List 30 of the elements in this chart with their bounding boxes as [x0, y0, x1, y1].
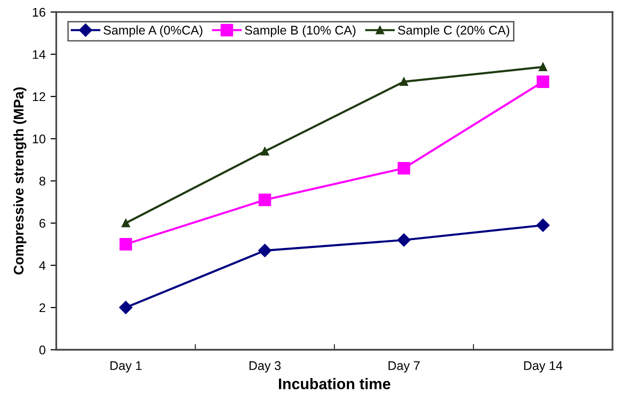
legend-label: Sample B (10% CA) — [244, 25, 356, 38]
x-tick-label: Day 7 — [388, 361, 420, 373]
y-tick-label: 14 — [32, 50, 46, 59]
point — [120, 238, 132, 250]
x-axis-title: Incubation time — [278, 378, 390, 390]
point — [397, 233, 410, 247]
point — [400, 78, 408, 86]
x-tick-label: Day 3 — [250, 361, 281, 373]
y-tick-label: 6 — [40, 218, 46, 228]
point — [122, 218, 130, 228]
point — [260, 147, 270, 156]
legend-label: Sample A (0%CA) — [104, 25, 202, 38]
y-tick-label: 12 — [32, 92, 46, 102]
x-tick-label: Day 14 — [524, 361, 562, 373]
point — [538, 62, 548, 72]
y-axis-title: Compressive strength (MPa) — [13, 87, 26, 274]
y-tick-label: 2 — [40, 303, 46, 312]
point — [258, 244, 272, 258]
x-tick-label: Day 1 — [110, 361, 142, 373]
point — [398, 162, 410, 174]
point — [258, 194, 272, 206]
point — [536, 75, 550, 88]
y-tick-label: 10 — [32, 134, 46, 144]
y-tick-label: 0 — [39, 346, 46, 354]
point — [536, 218, 550, 232]
point — [119, 300, 132, 314]
y-tick-label: 16 — [32, 8, 46, 17]
legend-label: Sample C (20% CA) — [398, 25, 510, 38]
y-tick-label: 8 — [39, 176, 46, 186]
y-tick-label: 4 — [39, 261, 46, 270]
